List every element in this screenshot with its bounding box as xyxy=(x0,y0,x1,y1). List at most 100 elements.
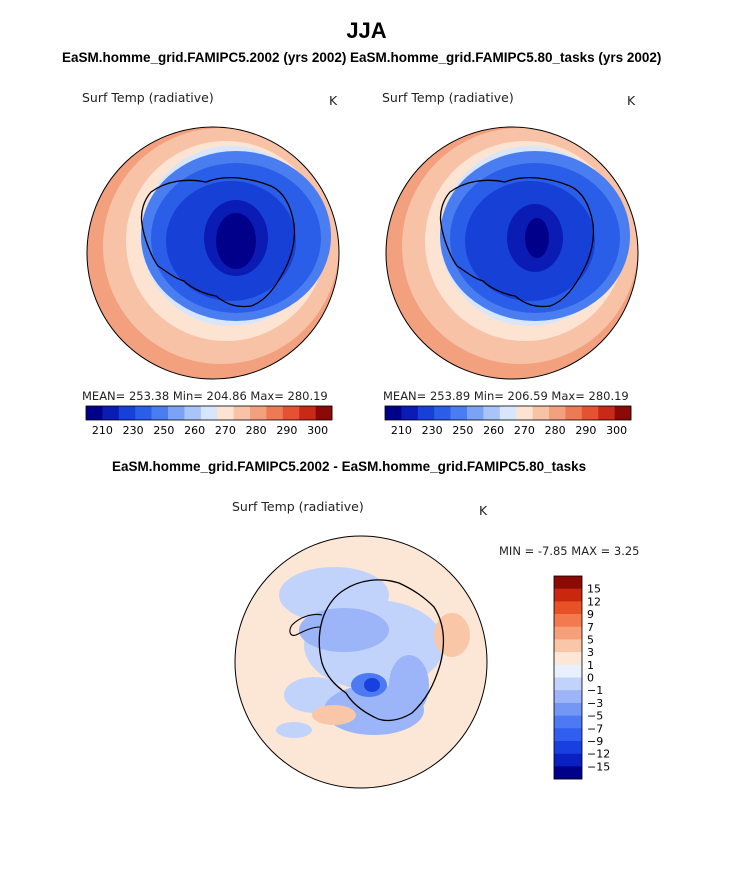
page-title: JJA xyxy=(346,18,387,43)
diff-colorbar-tick-label: −3 xyxy=(587,697,603,710)
diff-colorbar-tick-label: 3 xyxy=(587,646,594,659)
diff-warm-patch-2 xyxy=(312,705,356,725)
subtitle-right: EaSM.homme_grid.FAMIPC5.80_tasks (yrs 20… xyxy=(350,50,662,65)
left-colorbar-swatch xyxy=(118,406,136,420)
right-map-border xyxy=(385,126,639,380)
diff-polar-map xyxy=(234,535,488,789)
right-colorbar-swatch xyxy=(598,406,615,420)
diff-colorbar-tick-label: −1 xyxy=(587,684,603,697)
diff-warm-patch-3 xyxy=(276,722,312,738)
right-colorbar-tick-label: 250 xyxy=(452,424,473,437)
left-variable-label: Surf Temp (radiative) xyxy=(82,90,214,105)
subtitle-left: EaSM.homme_grid.FAMIPC5.2002 (yrs 2002) xyxy=(62,50,347,65)
left-colorbar: 210 230 250 260 270 280 290 300 xyxy=(85,405,333,437)
diff-colorbar-swatch xyxy=(554,652,582,666)
left-colorbar-swatch xyxy=(315,406,333,420)
diff-colorbar-tick-label: 9 xyxy=(587,608,594,621)
right-colorbar-tick-label: 230 xyxy=(422,424,443,437)
diff-colorbar-border xyxy=(553,575,583,780)
right-colorbar-swatch xyxy=(581,406,599,420)
right-colorbar-tick-label: 260 xyxy=(483,424,504,437)
diff-units-label: K xyxy=(479,503,488,518)
diff-colorbar-swatch xyxy=(554,715,582,729)
right-colorbar-tick-label: 280 xyxy=(545,424,566,437)
right-antarctica-coastline xyxy=(439,177,595,308)
left-colorbar-swatch xyxy=(233,406,251,420)
diff-colorbar-swatch xyxy=(554,753,582,767)
left-colorbar-tick-label: 210 xyxy=(92,424,113,437)
left-colorbar-swatch xyxy=(217,406,234,420)
right-colorbar-swatch xyxy=(499,406,517,420)
diff-colorbar-tick-label: 7 xyxy=(587,621,594,634)
diff-colorbar-swatch xyxy=(554,576,582,589)
diff-colorbar-swatch xyxy=(554,702,582,716)
diff-colorbar-swatch xyxy=(554,626,582,640)
right-variable-label: Surf Temp (radiative) xyxy=(382,90,514,105)
right-colorbar-tick-label: 300 xyxy=(606,424,627,437)
left-colorbar-swatch xyxy=(86,406,103,420)
left-colorbar-tick-label: 270 xyxy=(215,424,236,437)
diff-colorbar-tick-label: −12 xyxy=(587,748,610,761)
right-colorbar-swatch xyxy=(450,406,468,420)
right-colorbar-swatch xyxy=(434,406,451,420)
left-units-label: K xyxy=(329,93,338,108)
diff-colorbar-tick-label: −5 xyxy=(587,710,603,723)
diff-colorbar-tick-label: 15 xyxy=(587,583,601,596)
left-colorbar-swatch xyxy=(151,406,169,420)
diff-colorbar-swatch xyxy=(554,740,582,754)
left-colorbar-swatch xyxy=(184,406,202,420)
diff-colorbar-swatch xyxy=(554,677,582,691)
right-colorbar: 210 230 250 260 270 280 290 300 xyxy=(384,405,632,437)
left-colorbar-swatch xyxy=(282,406,300,420)
left-colorbar-swatch xyxy=(200,406,218,420)
diff-variable-label: Surf Temp (radiative) xyxy=(232,499,364,514)
left-colorbar-border xyxy=(85,405,333,421)
diff-colorbar-tick-label: −7 xyxy=(587,722,603,735)
diff-colorbar-swatch xyxy=(554,601,582,615)
right-colorbar-swatch xyxy=(483,406,501,420)
left-colorbar-tick-label: 280 xyxy=(246,424,267,437)
diff-blue-patch-5 xyxy=(299,608,389,652)
diff-colorbar-tick-label: 5 xyxy=(587,633,594,646)
right-units-label: K xyxy=(627,93,636,108)
left-colorbar-tick-label: 250 xyxy=(153,424,174,437)
right-colorbar-swatch xyxy=(417,406,435,420)
diff-colorbar-tick-label: −9 xyxy=(587,735,603,748)
left-colorbar-swatch xyxy=(135,406,152,420)
diff-colorbar-swatch xyxy=(554,639,582,653)
diff-colorbar-swatch xyxy=(554,664,582,678)
left-antarctica-coastline xyxy=(140,177,296,308)
right-colorbar-tick-label: 270 xyxy=(514,424,535,437)
diff-peninsula-coastline xyxy=(289,613,323,636)
right-colorbar-swatch xyxy=(614,406,632,420)
right-colorbar-swatch xyxy=(516,406,533,420)
left-colorbar-swatch xyxy=(102,406,120,420)
right-colorbar-swatch xyxy=(565,406,583,420)
right-colorbar-border xyxy=(384,405,632,421)
diff-colorbar-swatch xyxy=(554,766,582,780)
left-map-border xyxy=(86,126,340,380)
diff-colorbar-tick-label: 0 xyxy=(587,672,594,685)
diff-colorbar-swatch xyxy=(554,690,582,704)
diff-blue-patch-6 xyxy=(389,655,429,715)
right-colorbar-swatch xyxy=(467,406,484,420)
left-band-min xyxy=(216,213,256,269)
diff-stats: MIN = -7.85 MAX = 3.25 xyxy=(499,544,640,558)
left-colorbar-tick-label: 260 xyxy=(184,424,205,437)
diff-colorbar-tick-label: 12 xyxy=(587,595,601,608)
diff-colorbar-swatch xyxy=(554,614,582,628)
right-colorbar-swatch xyxy=(401,406,419,420)
left-colorbar-swatch xyxy=(299,406,316,420)
right-colorbar-swatch xyxy=(385,406,402,420)
right-stats: MEAN= 253.89 Min= 206.59 Max= 280.19 xyxy=(383,389,629,403)
left-colorbar-tick-label: 290 xyxy=(276,424,297,437)
diff-blue-core-2 xyxy=(364,678,380,692)
right-colorbar-swatch xyxy=(532,406,550,420)
right-colorbar-tick-label: 290 xyxy=(575,424,596,437)
left-colorbar-swatch xyxy=(266,406,284,420)
right-polar-map xyxy=(385,126,639,380)
diff-antarctica-coastline xyxy=(318,579,445,722)
right-colorbar-swatch xyxy=(549,406,566,420)
diff-map-border xyxy=(234,535,488,789)
